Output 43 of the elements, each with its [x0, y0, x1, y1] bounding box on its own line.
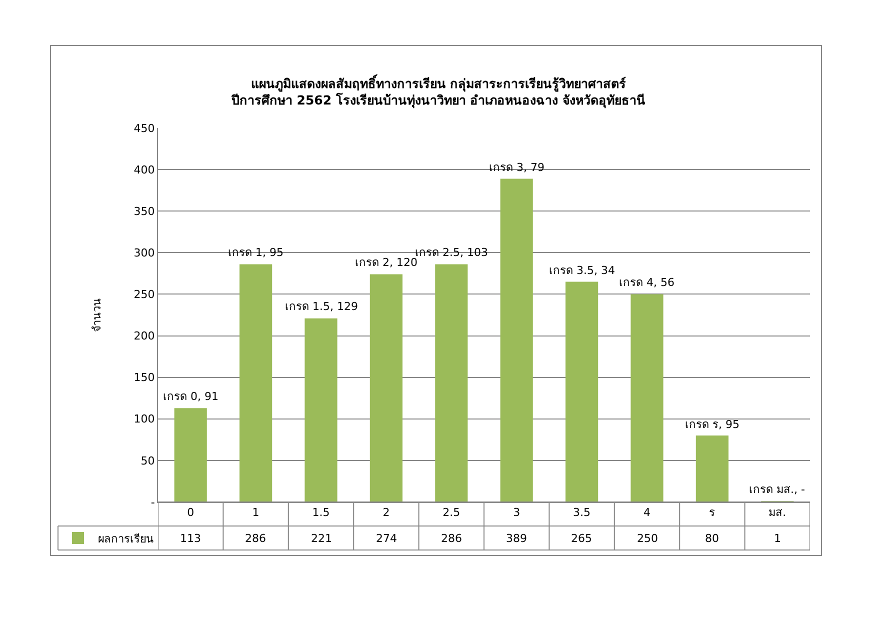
- annotation: เกรด 1.5, 129: [285, 300, 358, 313]
- annotation: เกรด 1, 95: [228, 246, 284, 259]
- y-tick-label: 350: [134, 204, 155, 218]
- x-tick-label: 2.5: [442, 506, 460, 520]
- legend-label: ผลการเรียน: [98, 532, 154, 546]
- annotation: เกรด 0, 91: [163, 390, 218, 403]
- x-tick-label: 2: [382, 506, 390, 520]
- annotation: เกรด มส., -: [749, 483, 805, 496]
- data-label: 80: [705, 532, 719, 545]
- data-label: 286: [245, 532, 266, 545]
- x-tick-label: 3.5: [573, 506, 591, 520]
- x-tick-label: 3: [513, 506, 520, 520]
- x-tick-label: 4: [644, 506, 650, 520]
- data-label: 286: [441, 532, 462, 545]
- y-tick-label: 250: [134, 288, 155, 302]
- data-label: 221: [311, 532, 332, 545]
- x-tick-label: 1: [252, 506, 260, 520]
- data-label: 113: [180, 532, 201, 545]
- data-label: 389: [506, 532, 527, 545]
- y-tick-label: -: [150, 496, 155, 509]
- annotation: เกรด 4, 56: [619, 276, 674, 289]
- data-label: 1: [774, 532, 781, 545]
- x-tick-label: มส.: [768, 506, 786, 520]
- x-tick-label: 0: [187, 506, 194, 520]
- y-tick-label: 50: [140, 454, 155, 468]
- x-tick-label: 1.5: [312, 506, 330, 520]
- data-label: 274: [376, 532, 397, 545]
- annotation: เกรด 3.5, 34: [549, 264, 615, 277]
- y-axis-title: จำนวน: [90, 298, 104, 332]
- data-label: 265: [571, 532, 592, 545]
- annotation: เกรด ร, 95: [685, 418, 740, 431]
- y-tick-label: 150: [134, 371, 155, 384]
- annotation: เกรด 3, 79: [489, 161, 544, 174]
- annotation: เกรด 2, 120: [355, 256, 418, 269]
- x-tick-label: ร: [709, 506, 716, 520]
- y-tick-label: 300: [134, 246, 155, 260]
- data-label: 250: [637, 532, 658, 545]
- y-tick-label: 450: [134, 122, 155, 135]
- y-tick-label: 100: [134, 412, 155, 426]
- y-tick-label: 400: [134, 163, 155, 176]
- y-tick-label: 200: [134, 330, 155, 343]
- annotation: เกรด 2.5, 103: [415, 246, 488, 259]
- chart-title: แผนภูมิแสดงผลสัมฤทธิ์ทางการเรียน กลุ่มสาระการเรียนรู้วิทยาศาสตร์ ปีการศึกษา 2562 โรงเรียนบ้านทุ่งนาวิทยา อำเภอหนองฉาง จังหวัดอุทัยธานี: [230, 74, 646, 108]
